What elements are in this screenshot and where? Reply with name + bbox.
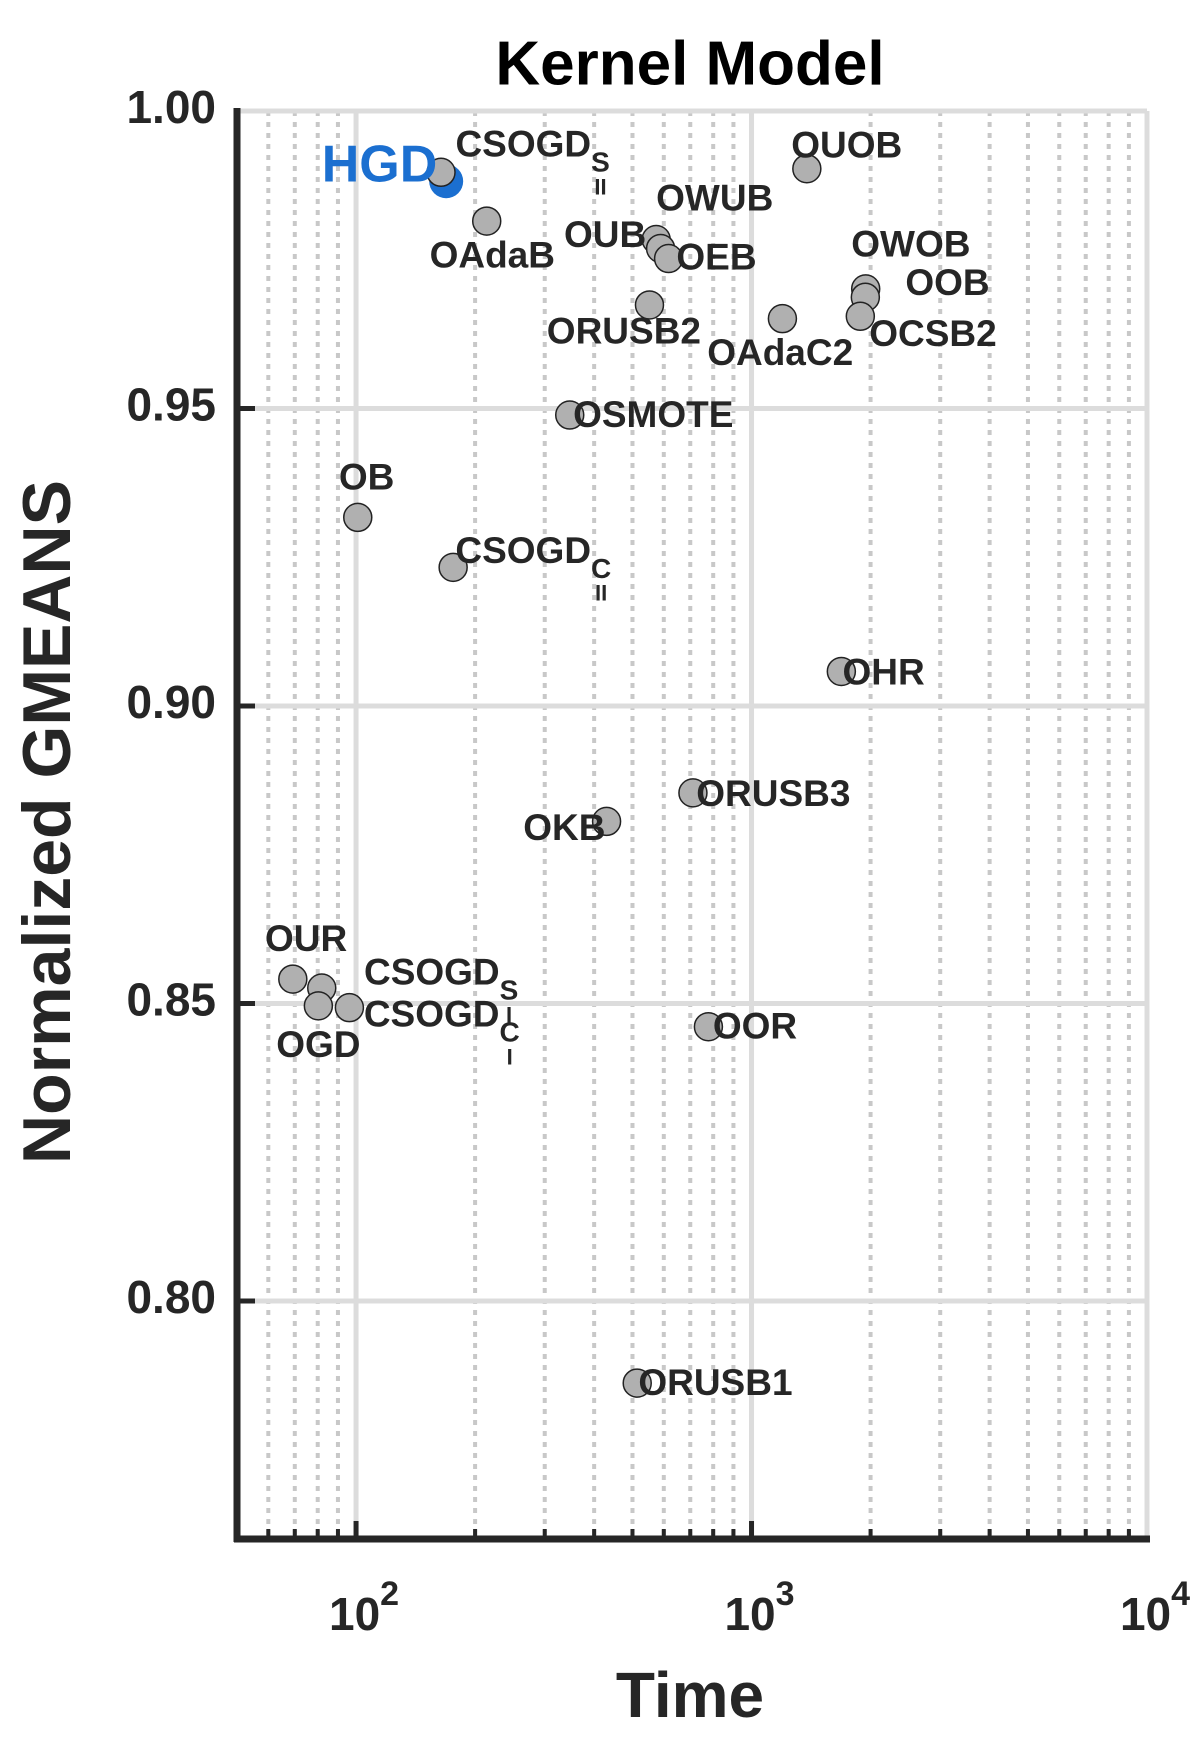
point <box>622 1368 652 1398</box>
x-tick-base: 10 <box>329 1588 380 1640</box>
point-label: ORUSB1 <box>638 1362 792 1403</box>
point-label: OCSB2 <box>869 313 996 354</box>
x-axis-label: Time <box>616 1659 764 1731</box>
y-tick-label: 0.85 <box>126 974 216 1026</box>
point-label-sub: C <box>591 553 611 584</box>
chart-title: Kernel Model <box>495 29 884 98</box>
point-label: CSOGDS <box>364 951 518 1006</box>
point-label: OB <box>339 456 395 497</box>
point-label-sub2: I <box>506 1003 512 1028</box>
point-label: OAdaB <box>430 235 555 276</box>
point-label: OOB <box>905 262 989 303</box>
point-label: ORUSB2 <box>547 311 701 352</box>
y-axis-label: Normalized GMEANS <box>9 480 85 1164</box>
point-label: OSMOTE <box>573 394 733 435</box>
point-label: OUOB <box>791 124 902 165</box>
point <box>634 290 665 320</box>
y-tick-label: 0.95 <box>126 379 216 431</box>
point-label-text: CSOGD <box>455 530 591 571</box>
point-label-sub: S <box>500 975 519 1006</box>
point-label: OEB <box>676 236 756 277</box>
x-tick-power: 2 <box>380 1575 399 1613</box>
point-label: CSOGDS <box>455 124 609 179</box>
point-label: HGD <box>322 136 438 194</box>
point <box>845 301 876 332</box>
point <box>693 1011 724 1042</box>
point <box>678 778 708 808</box>
point-label: ORUSB3 <box>696 773 850 814</box>
point <box>334 992 365 1023</box>
x-tick-base: 10 <box>1120 1588 1171 1640</box>
x-tick-base: 10 <box>724 1588 775 1640</box>
point-label-text: CSOGD <box>364 993 500 1034</box>
point-label-sub2: II <box>594 175 606 200</box>
point <box>278 964 308 994</box>
x-tick-power: 4 <box>1171 1575 1190 1613</box>
point-label: CSOGDC <box>455 530 611 585</box>
point-label: OUR <box>265 918 347 959</box>
point <box>426 157 456 188</box>
x-tick-label: 103 <box>724 1575 794 1640</box>
point-label-text: CSOGD <box>364 951 500 992</box>
point-label: OUB <box>564 214 646 255</box>
y-tick-label: 1.00 <box>126 81 216 133</box>
point <box>554 400 585 430</box>
point-label: OAdaC2 <box>707 332 853 373</box>
point <box>471 206 502 236</box>
point-label: OKB <box>523 807 605 848</box>
point-label-text: CSOGD <box>455 124 591 165</box>
point <box>343 502 373 533</box>
point <box>591 806 622 837</box>
point-label-sub: S <box>591 147 610 178</box>
point-label: OOR <box>713 1006 797 1047</box>
x-tick-power: 3 <box>776 1575 795 1613</box>
point-label-sub2: II <box>595 581 607 606</box>
point-label: OWOB <box>851 223 970 264</box>
point-label: OGD <box>276 1024 360 1065</box>
point-label: OHR <box>842 652 924 693</box>
point-label: OWUB <box>656 177 773 218</box>
point <box>767 303 798 334</box>
point <box>653 243 684 274</box>
y-tick-label: 0.80 <box>126 1271 216 1323</box>
x-tick-label: 102 <box>329 1575 399 1640</box>
point-label: CSOGDC <box>364 993 520 1048</box>
point <box>438 552 468 583</box>
y-tick-label: 0.90 <box>126 676 216 728</box>
x-tick-label: 104 <box>1120 1575 1190 1640</box>
point-label-sub2: I <box>507 1044 513 1069</box>
point <box>303 991 334 1021</box>
point-label-sub: C <box>500 1017 520 1048</box>
point <box>792 153 822 184</box>
point <box>826 656 857 687</box>
